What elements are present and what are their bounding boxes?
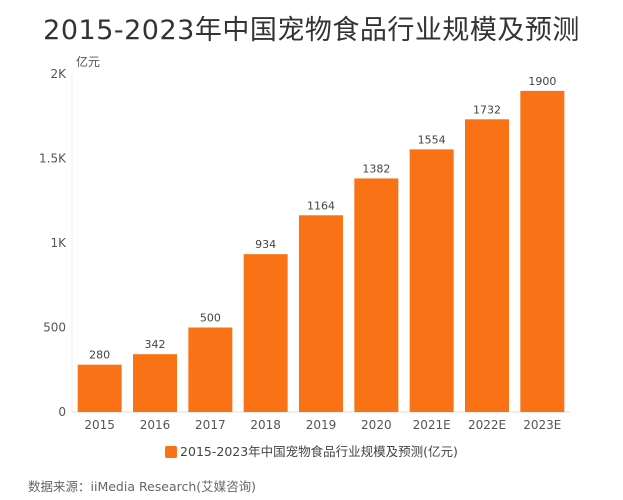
data-label: 280 <box>89 349 110 362</box>
bar-2020 <box>354 178 399 412</box>
y-tick-label: 2K <box>50 67 67 81</box>
bar-2021E <box>409 149 454 412</box>
data-label: 342 <box>145 338 166 351</box>
data-label: 1164 <box>307 199 335 212</box>
x-tick-label: 2015 <box>84 418 115 432</box>
x-tick-label: 2019 <box>306 418 337 432</box>
y-axis-label: 亿元 <box>76 54 100 69</box>
data-label: 934 <box>255 238 276 251</box>
data-label: 1732 <box>473 103 501 116</box>
y-tick-label: 1.5K <box>39 152 67 166</box>
y-tick-label: 1K <box>50 236 67 250</box>
bar-2015 <box>77 364 122 412</box>
x-tick-label: 2023E <box>523 418 561 432</box>
data-label: 1382 <box>362 162 390 175</box>
x-tick-label: 2018 <box>250 418 281 432</box>
data-label: 1554 <box>418 133 446 146</box>
bar-2019 <box>299 215 343 412</box>
legend: 2015-2023年中国宠物食品行业规模及预测(亿元) <box>0 441 623 460</box>
x-tick-label: 2016 <box>140 418 171 432</box>
y-tick-label: 500 <box>43 321 66 335</box>
bar-chart: 亿元 0 500 1K 1.5K 2K 280 2015 342 2016 500 2017 934 20… <box>39 54 570 432</box>
legend-label: 2015-2023年中国宠物食品行业规模及预测(亿元) <box>180 444 458 459</box>
legend-swatch <box>165 446 178 458</box>
data-label: 500 <box>200 312 221 325</box>
x-tick-label: 2022E <box>468 418 506 432</box>
bar-2018 <box>243 254 288 412</box>
source-note: 数据来源：iiMedia Research(艾媒咨询) <box>28 479 257 494</box>
data-label: 1900 <box>528 75 556 88</box>
bar-2023E <box>520 90 565 413</box>
x-tick-label: 2017 <box>195 418 226 432</box>
y-tick-label: 0 <box>58 405 66 419</box>
x-tick-label: 2020 <box>361 418 392 432</box>
x-tick-label: 2021E <box>413 418 451 432</box>
chart-title: 2015-2023年中国宠物食品行业规模及预测 <box>43 15 580 46</box>
bar-2017 <box>188 327 233 412</box>
bar-2022E <box>465 119 509 413</box>
bar-2016 <box>133 354 177 412</box>
